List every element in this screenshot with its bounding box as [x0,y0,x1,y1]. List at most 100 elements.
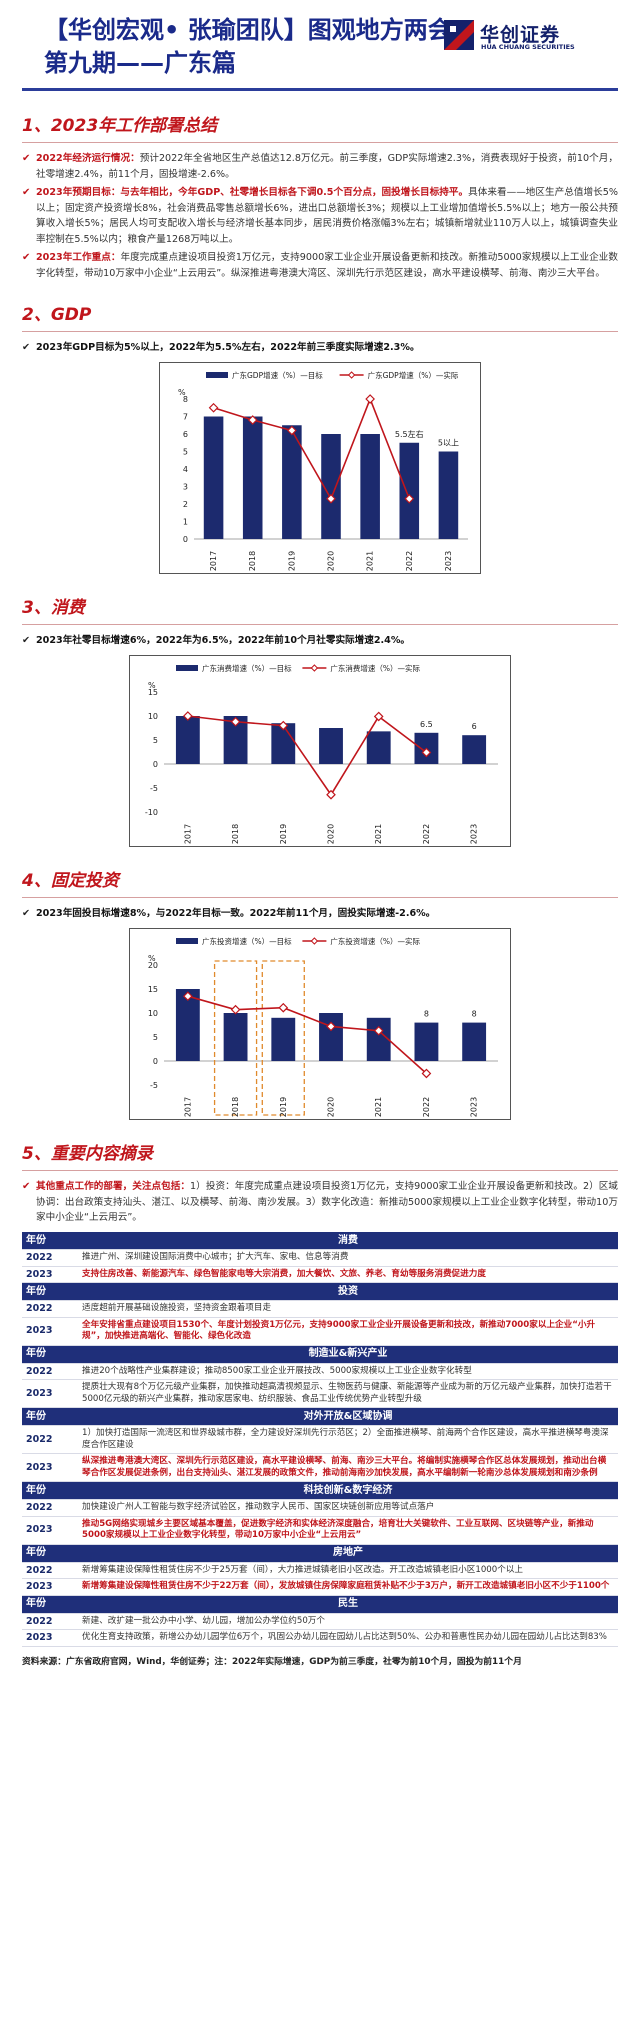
legend-marker-actual [310,937,319,945]
table-row: 2023 支持住房改善、新能源汽车、绿色智能家电等大宗消费，加大餐饮、文旅、养老、… [22,1266,618,1283]
y-tick-label: 2 [183,500,188,509]
logo-text-en: HUA CHUANG SECURITIES [481,43,575,51]
table-group-header: 年份 制造业&新兴产业 [22,1345,618,1364]
year-column-header: 年份 [22,1595,78,1614]
legend-swatch-target [206,372,228,378]
x-tick-label: 2020 [327,1097,336,1117]
section-heading: 3、消费 [22,598,85,618]
chart-legend: 广东GDP增速（%）—目标 广东GDP增速（%）—实际 [206,370,459,380]
gdp-summary: ✔ 2023年GDP目标为5%以上，2022年为5.5%左右，2022年前三季度实… [22,340,618,356]
table-row: 2022 推进20个战略性产业集群建设；推动8500家工业企业开展技改、5000家… [22,1363,618,1380]
bar-target-2022 [399,442,420,539]
actual-point-2019 [278,1002,289,1013]
highlight-box [213,960,258,1116]
summary-text: 2023年GDP目标为5%以上，2022年为5.5%左右，2022年前三季度实际… [36,342,420,353]
y-tick-label: 7 [183,413,188,422]
gdp-chart-svg: 广东GDP增速（%）—目标 广东GDP增速（%）—实际% 0 1 2 3 4 5 6 7 8 5.5左… [178,370,468,571]
actual-point-2022 [404,493,415,504]
y-tick-label: 8 [183,395,188,404]
year-column-header: 年份 [22,1345,78,1364]
bar-target-2018 [242,416,263,539]
x-tick-label: 2022 [405,551,414,571]
x-tick-label: 2020 [327,824,336,844]
section-gdp: 2、GDP ✔ 2023年GDP目标为5%以上，2022年为5.5%左右，2022… [22,303,618,574]
y-unit-label: % [178,388,186,397]
row-text: 1）加快打造国际一流湾区和世界级城市群，全力建设好深圳先行示范区；2）全面推进横… [78,1425,618,1454]
actual-point-2017 [183,991,193,1002]
actual-point-2019 [278,720,289,731]
check-icon: ✔ [22,187,31,198]
y-tick-label: 4 [183,465,188,474]
section-heading: 5、重要内容摘录 [22,1144,153,1164]
table-row: 2022 1）加快打造国际一流湾区和世界级城市群，全力建设好深圳先行示范区；2）全… [22,1425,618,1454]
legend-marker-actual [310,664,319,672]
actual-point-2022 [421,747,432,758]
bar-target-2021 [366,1017,391,1061]
row-year: 2023 [22,1629,78,1647]
summary-text: 2023年固投目标增速8%，与2022年目标一致。2022年前11个月，固投实际… [36,908,436,919]
group-title: 制造业&新兴产业 [78,1345,618,1364]
table-row: 2023 推动5G网络实现城乡主要区域基本覆盖，促进数字经济和实体经济深度融合，培… [22,1516,618,1545]
y-tick-label: 1 [183,518,188,527]
x-tick-label: 2018 [248,551,257,571]
section-key-excerpts: 5、重要内容摘录 ✔ 其他重点工作的部署，关注点包括：1）投资：年度完成重点建设… [22,1142,618,1669]
bullet-economy-2022: ✔ 2022年经济运行情况：预计2022年全省地区生产总值达12.8万亿元。前三… [22,151,618,182]
y-tick-label: 5 [183,448,188,457]
table-row: 2023 全年安排省重点建设项目1530个、年度计划投资1万亿元，支持9000家工… [22,1317,618,1346]
row-year: 2022 [22,1249,78,1267]
group-title: 消费 [78,1231,618,1250]
legend-label-actual: 广东消费增速（%）—实际 [330,663,420,673]
row-text: 纵深推进粤港澳大湾区、深圳先行示范区建设，高水平建设横琴、前海、南沙三大平台。将… [78,1453,618,1482]
check-icon: ✔ [22,252,31,263]
bar-target-2020 [319,728,343,764]
y-tick-label: 10 [148,1009,158,1018]
row-year: 2023 [22,1516,78,1545]
y-tick-label: -5 [150,784,158,793]
actual-series-line [187,995,427,1075]
bar-target-2019 [271,1017,296,1061]
check-icon: ✔ [22,1181,31,1192]
actual-point-2018 [230,1004,241,1015]
table-row: 2023 纵深推进粤港澳大湾区、深圳先行示范区建设，高水平建设横琴、前海、南沙三大… [22,1453,618,1482]
bar-target-2017 [175,716,200,764]
bullet-other-work: ✔ 其他重点工作的部署，关注点包括：1）投资：年度完成重点建设项目投资1万亿元，… [22,1179,618,1226]
bullet-lead: 2023年工作重点： [36,252,121,263]
section-heading: 2、GDP [22,305,92,325]
bar-data-label: 5以上 [438,439,459,448]
section-divider [22,142,618,143]
row-text: 新增筹集建设保障性租赁住房不少于22万套（间），发放城镇住房保障家庭租赁补贴不少… [78,1578,618,1596]
x-tick-label: 2019 [279,824,288,844]
logo-mark-icon [444,20,474,50]
bar-target-2018 [223,716,248,764]
row-text: 全年安排省重点建设项目1530个、年度计划投资1万亿元，支持9000家工业企业开… [78,1317,618,1346]
section-heading: 4、固定投资 [22,871,119,891]
y-tick-label: 5 [153,736,158,745]
actual-point-2021 [373,711,384,722]
y-unit-label: % [148,954,156,963]
bar-data-label: 8 [424,1010,429,1019]
bullet-text: 具体来看——地区生产总值增长5%以上；固定资产投资增长8%，社会消费品零售总额增… [36,187,618,245]
actual-point-2020 [326,789,336,800]
row-year: 2022 [22,1562,78,1579]
year-column-header: 年份 [22,1282,78,1301]
bar-target-2017 [175,989,200,1061]
investment-chart-svg: 广东投资增速（%）—目标 广东投资增速（%）—实际% -5 0 5 10 15 20 8 8 201… [148,936,498,1117]
row-text: 适度超前开展基础设施投资，坚持资金跟着项目走 [78,1300,618,1318]
legend-label-target: 广东投资增速（%）—目标 [202,936,292,946]
row-text: 推进20个战略性产业集群建设；推动8500家工业企业开展技改、5000家规模以上… [78,1363,618,1380]
actual-point-2017 [208,402,219,413]
row-text: 推动5G网络实现城乡主要区域基本覆盖，促进数字经济和实体经济深度融合，培育壮大关… [78,1516,618,1545]
legend-swatch-target [176,665,198,671]
bar-target-2020 [321,434,341,539]
row-text: 支持住房改善、新能源汽车、绿色智能家电等大宗消费，加大餐饮、文旅、养老、育幼等服… [78,1266,618,1283]
x-tick-label: 2019 [279,1097,288,1117]
bullet-text: 年度完成重点建设项目投资1万亿元，支持9000家工业企业开展设备更新和技改。新推… [36,252,618,279]
group-title: 民生 [78,1595,618,1614]
bullet-text: 1）投资：年度完成重点建设项目投资1万亿元，支持9000家工业企业开展设备更新和… [36,1181,618,1223]
bullet-targets-2023: ✔ 2023年预期目标：与去年相比，今年GDP、社零增长目标各下调0.5个百分点… [22,185,618,247]
legend-swatch-target [176,938,198,944]
section-divider [22,624,618,625]
investment-summary: ✔ 2023年固投目标增速8%，与2022年目标一致。2022年前11个月，固投实… [22,906,618,922]
row-year: 2023 [22,1317,78,1346]
y-tick-label: 20 [148,961,158,970]
